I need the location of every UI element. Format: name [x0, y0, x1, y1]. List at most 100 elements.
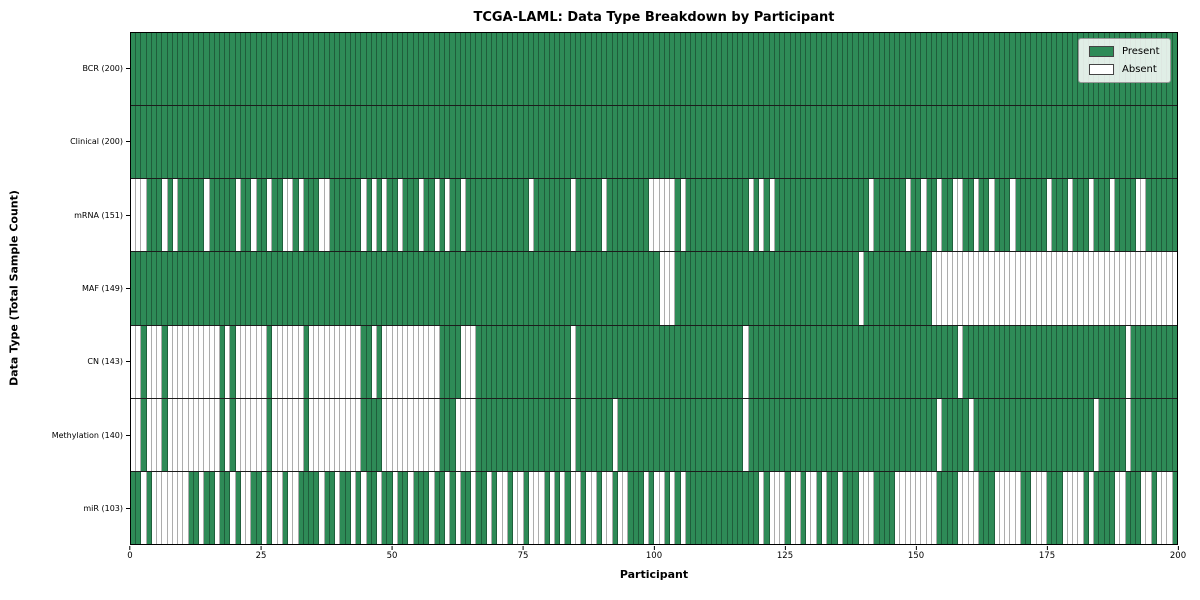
cell-miR-95 — [628, 471, 634, 544]
cell-miR-198 — [1167, 471, 1173, 544]
cell-Methylation-111 — [712, 398, 718, 471]
cell-BCR-64 — [466, 33, 472, 106]
cell-CN-107 — [691, 325, 697, 398]
cell-miR-32 — [298, 471, 304, 544]
cell-CN-7 — [167, 325, 173, 398]
cell-mRNA-53 — [408, 179, 414, 252]
cell-miR-89 — [596, 471, 603, 544]
cell-miR-152 — [926, 471, 932, 544]
cell-Methylation-67 — [481, 398, 487, 471]
cell-Methylation-12 — [193, 398, 200, 471]
cell-BCR-30 — [288, 33, 294, 106]
cell-Methylation-33 — [303, 398, 309, 471]
cell-mRNA-7 — [167, 179, 173, 252]
cell-miR-189 — [1120, 471, 1126, 544]
cell-Methylation-53 — [408, 398, 414, 471]
cell-Methylation-93 — [617, 398, 624, 471]
cell-mRNA-62 — [455, 179, 461, 252]
cell-miR-30 — [288, 471, 294, 544]
cell-mRNA-109 — [701, 179, 707, 252]
cell-Methylation-186 — [1104, 398, 1110, 471]
cell-mRNA-56 — [424, 179, 430, 252]
cell-Clinical-129 — [806, 106, 812, 179]
cell-BCR-167 — [1005, 33, 1011, 106]
cell-MAF-196 — [1156, 252, 1163, 325]
cell-miR-53 — [408, 471, 414, 544]
absent-color-swatch — [1089, 64, 1114, 75]
cell-Clinical-131 — [816, 106, 822, 179]
cell-CN-102 — [664, 325, 671, 398]
cell-Clinical-71 — [502, 106, 508, 179]
cell-Methylation-190 — [1125, 398, 1131, 471]
cell-BCR-48 — [382, 33, 388, 106]
cell-CN-94 — [623, 325, 629, 398]
cell-Methylation-58 — [434, 398, 440, 471]
cell-Methylation-146 — [895, 398, 901, 471]
cell-Clinical-29 — [282, 106, 289, 179]
cell-mRNA-169 — [1015, 179, 1021, 252]
cell-BCR-19 — [230, 33, 236, 106]
cell-BCR-16 — [214, 33, 220, 106]
cell-Clinical-151 — [921, 106, 927, 179]
cell-CN-47 — [377, 325, 383, 398]
cell-Clinical-156 — [947, 106, 953, 179]
cell-MAF-102 — [664, 252, 671, 325]
cell-mRNA-134 — [832, 179, 838, 252]
cell-Methylation-45 — [366, 398, 372, 471]
legend-item-present: Present — [1089, 46, 1160, 57]
cell-miR-168 — [1010, 471, 1016, 544]
cell-Clinical-61 — [450, 106, 456, 179]
cell-Methylation-122 — [769, 398, 775, 471]
cell-Methylation-0 — [131, 398, 137, 471]
cell-BCR-126 — [790, 33, 796, 106]
cell-Methylation-28 — [277, 398, 283, 471]
cell-Methylation-178 — [1062, 398, 1068, 471]
cell-mRNA-199 — [1172, 179, 1177, 252]
cell-miR-76 — [528, 471, 535, 544]
cell-miR-98 — [643, 471, 650, 544]
cell-CN-147 — [900, 325, 906, 398]
cell-BCR-83 — [565, 33, 571, 106]
cell-MAF-56 — [424, 252, 430, 325]
cell-Methylation-73 — [513, 398, 519, 471]
cell-MAF-162 — [978, 252, 985, 325]
cell-BCR-58 — [434, 33, 440, 106]
cell-CN-53 — [408, 325, 414, 398]
cell-miR-164 — [989, 471, 995, 544]
cell-CN-114 — [727, 325, 733, 398]
cell-MAF-77 — [534, 252, 540, 325]
x-tick-mark — [653, 546, 655, 550]
cell-Clinical-176 — [1052, 106, 1058, 179]
cell-BCR-157 — [952, 33, 959, 106]
cell-miR-97 — [638, 471, 644, 544]
cell-mRNA-190 — [1125, 179, 1131, 252]
cell-miR-93 — [617, 471, 624, 544]
cell-BCR-140 — [863, 33, 870, 106]
cell-CN-60 — [445, 325, 451, 398]
cell-MAF-155 — [942, 252, 948, 325]
cell-miR-166 — [999, 471, 1006, 544]
y-tick-mRNA: mRNA (151) — [0, 179, 130, 252]
cell-Clinical-111 — [712, 106, 718, 179]
cell-Methylation-13 — [199, 398, 205, 471]
heatmap-row-miR — [131, 470, 1177, 544]
cell-CN-128 — [801, 325, 807, 398]
cell-BCR-86 — [581, 33, 587, 106]
cell-MAF-182 — [1083, 252, 1089, 325]
cell-Methylation-61 — [450, 398, 456, 471]
cell-miR-84 — [570, 471, 576, 544]
cell-mRNA-97 — [638, 179, 644, 252]
cell-CN-84 — [570, 325, 576, 398]
cell-Clinical-84 — [570, 106, 576, 179]
cell-MAF-173 — [1036, 252, 1042, 325]
cell-CN-161 — [973, 325, 979, 398]
cell-BCR-199 — [1172, 33, 1177, 106]
cell-mRNA-129 — [806, 179, 812, 252]
cell-BCR-56 — [424, 33, 430, 106]
cell-miR-143 — [879, 471, 885, 544]
cell-MAF-92 — [612, 252, 618, 325]
cell-MAF-108 — [696, 252, 702, 325]
cell-CN-35 — [314, 325, 320, 398]
x-tick-mark — [391, 546, 393, 550]
cell-MAF-52 — [403, 252, 409, 325]
